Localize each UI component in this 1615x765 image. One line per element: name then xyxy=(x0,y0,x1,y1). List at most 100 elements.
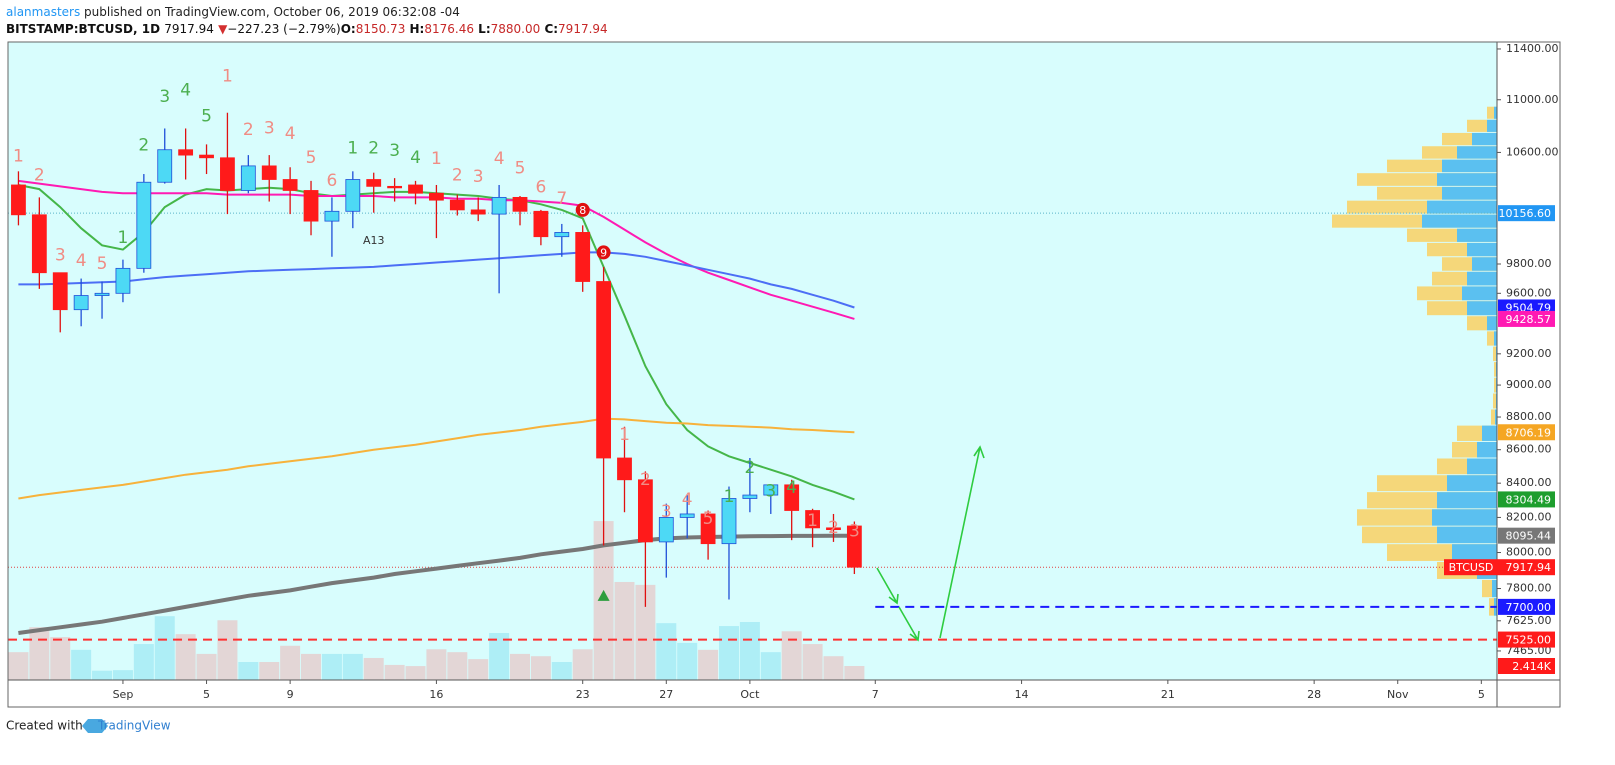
candle-body xyxy=(596,281,611,459)
volume-bar xyxy=(321,653,342,680)
drawn-arrows xyxy=(876,445,985,642)
td-label: 2 xyxy=(243,120,254,140)
volume-bar xyxy=(698,649,719,680)
candle-body xyxy=(679,513,695,518)
td-label: 2 xyxy=(452,165,463,185)
volume-bar xyxy=(71,649,92,680)
volume-bar xyxy=(489,633,510,680)
td-label: 4 xyxy=(180,81,191,101)
price-badge xyxy=(1498,491,1555,508)
y-tick-label: 8000.00 xyxy=(1506,546,1552,559)
volume-bar xyxy=(677,642,698,680)
candle-body xyxy=(11,184,26,216)
candle-body xyxy=(136,181,152,269)
publish-line: alanmasters published on TradingView.com… xyxy=(6,5,460,19)
profile-up xyxy=(1457,228,1497,242)
volume-bar xyxy=(8,652,29,680)
volume-bar xyxy=(551,662,572,680)
publish-text: published on TradingView.com, October 06… xyxy=(80,5,460,19)
y-tick-label: 7625.00 xyxy=(1506,614,1552,627)
profile-up xyxy=(1472,257,1497,271)
x-tick-label: 21 xyxy=(1161,688,1175,701)
candle-body xyxy=(366,179,382,187)
td-label: 3 xyxy=(389,141,400,161)
arrow xyxy=(939,445,985,639)
author[interactable]: alanmasters xyxy=(6,5,80,19)
td-label: 3 xyxy=(661,502,672,522)
profile-up xyxy=(1422,214,1497,228)
td-label: 5 xyxy=(306,148,317,168)
td-label: 2 xyxy=(138,136,149,156)
profile-total xyxy=(1487,331,1497,346)
td-label: 4 xyxy=(494,149,505,169)
candle-body xyxy=(637,479,653,543)
volume-bar xyxy=(29,627,50,680)
buy-marker xyxy=(597,589,610,601)
y-tick-label: 8400.00 xyxy=(1506,476,1552,489)
price-badge-label: 7525.00 xyxy=(1506,634,1552,647)
volume-bar xyxy=(92,670,113,680)
volume-bar xyxy=(112,670,133,680)
symbol-badge-label: BTCUSD xyxy=(1449,561,1494,574)
last: 7917.94 xyxy=(164,22,214,36)
td-label: 6 xyxy=(535,178,546,198)
volume-bar xyxy=(844,665,865,680)
profile-up xyxy=(1477,441,1497,458)
volume-bar xyxy=(781,631,802,680)
td-label: 2 xyxy=(368,138,379,158)
price-badge xyxy=(1498,205,1555,222)
price-badge xyxy=(1498,598,1555,615)
td-label: 4 xyxy=(410,148,421,168)
profile-up xyxy=(1495,409,1497,425)
price-badge-label: 9428.57 xyxy=(1506,313,1552,326)
y-tick-label: 8600.00 xyxy=(1506,443,1552,456)
candle-body xyxy=(449,199,465,211)
price-badge xyxy=(1498,527,1555,544)
td-label: 5 xyxy=(515,159,526,179)
price-badge xyxy=(1498,310,1555,327)
profile-total xyxy=(1487,106,1497,119)
candle-body xyxy=(73,295,89,311)
candle-body xyxy=(721,498,737,545)
volume-bar xyxy=(238,662,259,680)
td-label: 4 xyxy=(682,490,693,510)
change: −227.23 (−2.79%) xyxy=(227,22,340,36)
y-tick-label: 9000.00 xyxy=(1506,378,1552,391)
x-tick-label: 23 xyxy=(576,688,590,701)
symbol: BITSTAMP:BTCUSD, 1D xyxy=(6,22,160,36)
profile-up xyxy=(1492,579,1497,598)
candle-body xyxy=(199,154,214,159)
volume-bar xyxy=(342,653,363,680)
candle-body xyxy=(94,292,110,296)
x-tick-label: 5 xyxy=(1478,688,1485,701)
price-badge-label: 10156.60 xyxy=(1499,207,1552,220)
volume-bar xyxy=(259,662,280,680)
volume-bar xyxy=(760,652,781,680)
symbol-line: BITSTAMP:BTCUSD, 1D 7917.94 ▼−227.23 (−2… xyxy=(6,22,608,36)
profile-total xyxy=(1493,346,1497,362)
arrow xyxy=(876,567,899,605)
moving-average xyxy=(18,251,855,309)
candle-body xyxy=(554,232,570,238)
td-label: 1 xyxy=(724,487,735,507)
td-label: 3 xyxy=(264,118,275,138)
y-tick-label: 9600.00 xyxy=(1506,286,1552,299)
candle-body xyxy=(470,209,486,215)
candle-body xyxy=(826,527,841,531)
td-label: A13 xyxy=(363,234,385,247)
candle-body xyxy=(387,185,403,189)
volume-bar xyxy=(530,656,551,680)
h-label: H: xyxy=(410,22,425,36)
y-tick-label: 8200.00 xyxy=(1506,510,1552,523)
profile-up xyxy=(1427,200,1497,214)
profile-up xyxy=(1467,301,1497,316)
candle-body xyxy=(700,513,716,545)
high: 8176.46 xyxy=(424,22,474,36)
td-label: 2 xyxy=(34,165,45,185)
footer-brand[interactable]: TradingView xyxy=(97,719,171,733)
td-label: 3 xyxy=(765,482,776,502)
td-label: 3 xyxy=(849,521,860,541)
profile-up xyxy=(1457,146,1497,159)
price-badge xyxy=(1498,631,1555,648)
